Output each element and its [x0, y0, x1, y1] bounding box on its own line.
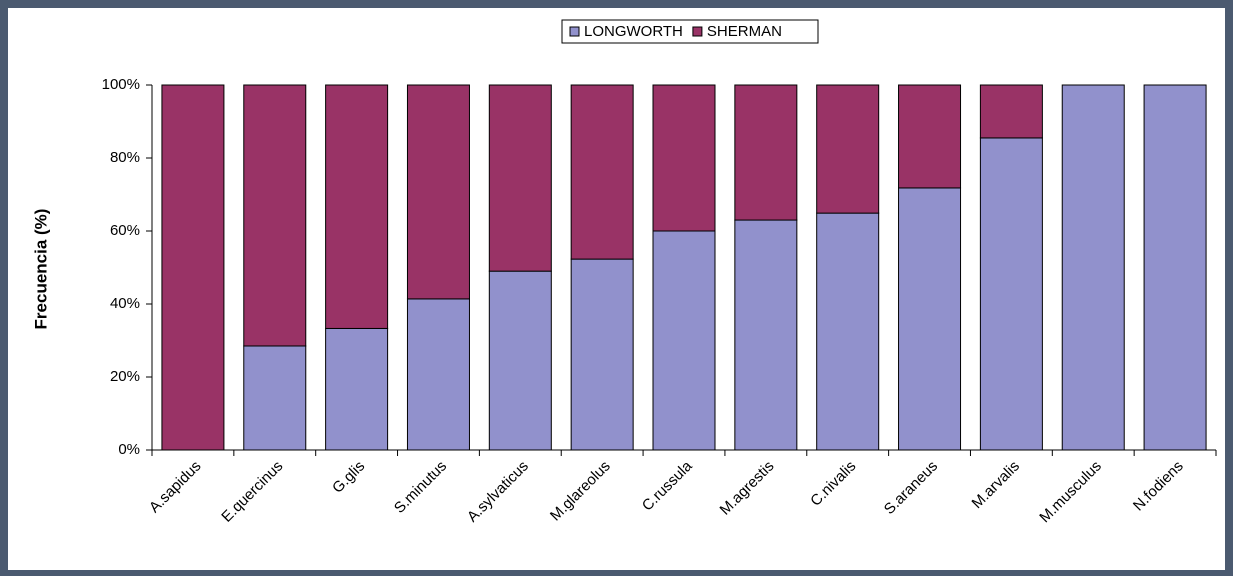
bar-segment — [161, 84, 225, 451]
bar-segment — [979, 84, 1043, 139]
bar-segment — [898, 84, 962, 189]
bar-segment — [816, 84, 880, 214]
bar-segment — [488, 270, 552, 451]
bar-segment — [652, 230, 716, 451]
bar-segment — [979, 137, 1043, 451]
bar-segment — [570, 258, 634, 451]
bar-segment — [406, 298, 470, 451]
bar-segment — [325, 84, 389, 329]
y-tick-label: 40% — [110, 295, 140, 312]
bar-segment — [570, 84, 634, 260]
legend-box — [561, 19, 819, 44]
legend-label: LONGWORTH — [584, 23, 683, 40]
bar-segment — [1143, 84, 1207, 451]
bar-segment — [243, 84, 307, 347]
y-tick-label: 80% — [110, 149, 140, 166]
y-tick-label: 20% — [110, 368, 140, 385]
y-tick-label: 100% — [102, 76, 140, 93]
y-tick-label: 0% — [118, 441, 140, 458]
bar-segment — [1061, 84, 1125, 451]
bar-segment — [488, 84, 552, 272]
bar-segment — [652, 84, 716, 232]
y-tick-label: 60% — [110, 222, 140, 239]
legend-swatch — [692, 26, 703, 37]
bar-segment — [406, 84, 470, 300]
bar-segment — [734, 219, 798, 451]
bar-segment — [734, 84, 798, 221]
legend-label: SHERMAN — [707, 23, 782, 40]
bar-segment — [898, 187, 962, 451]
legend-swatch — [569, 26, 580, 37]
y-axis-label: Frecuencia (%) — [31, 209, 50, 330]
bar-segment — [325, 327, 389, 451]
bar-segment — [816, 212, 880, 451]
bar-segment — [243, 345, 307, 451]
